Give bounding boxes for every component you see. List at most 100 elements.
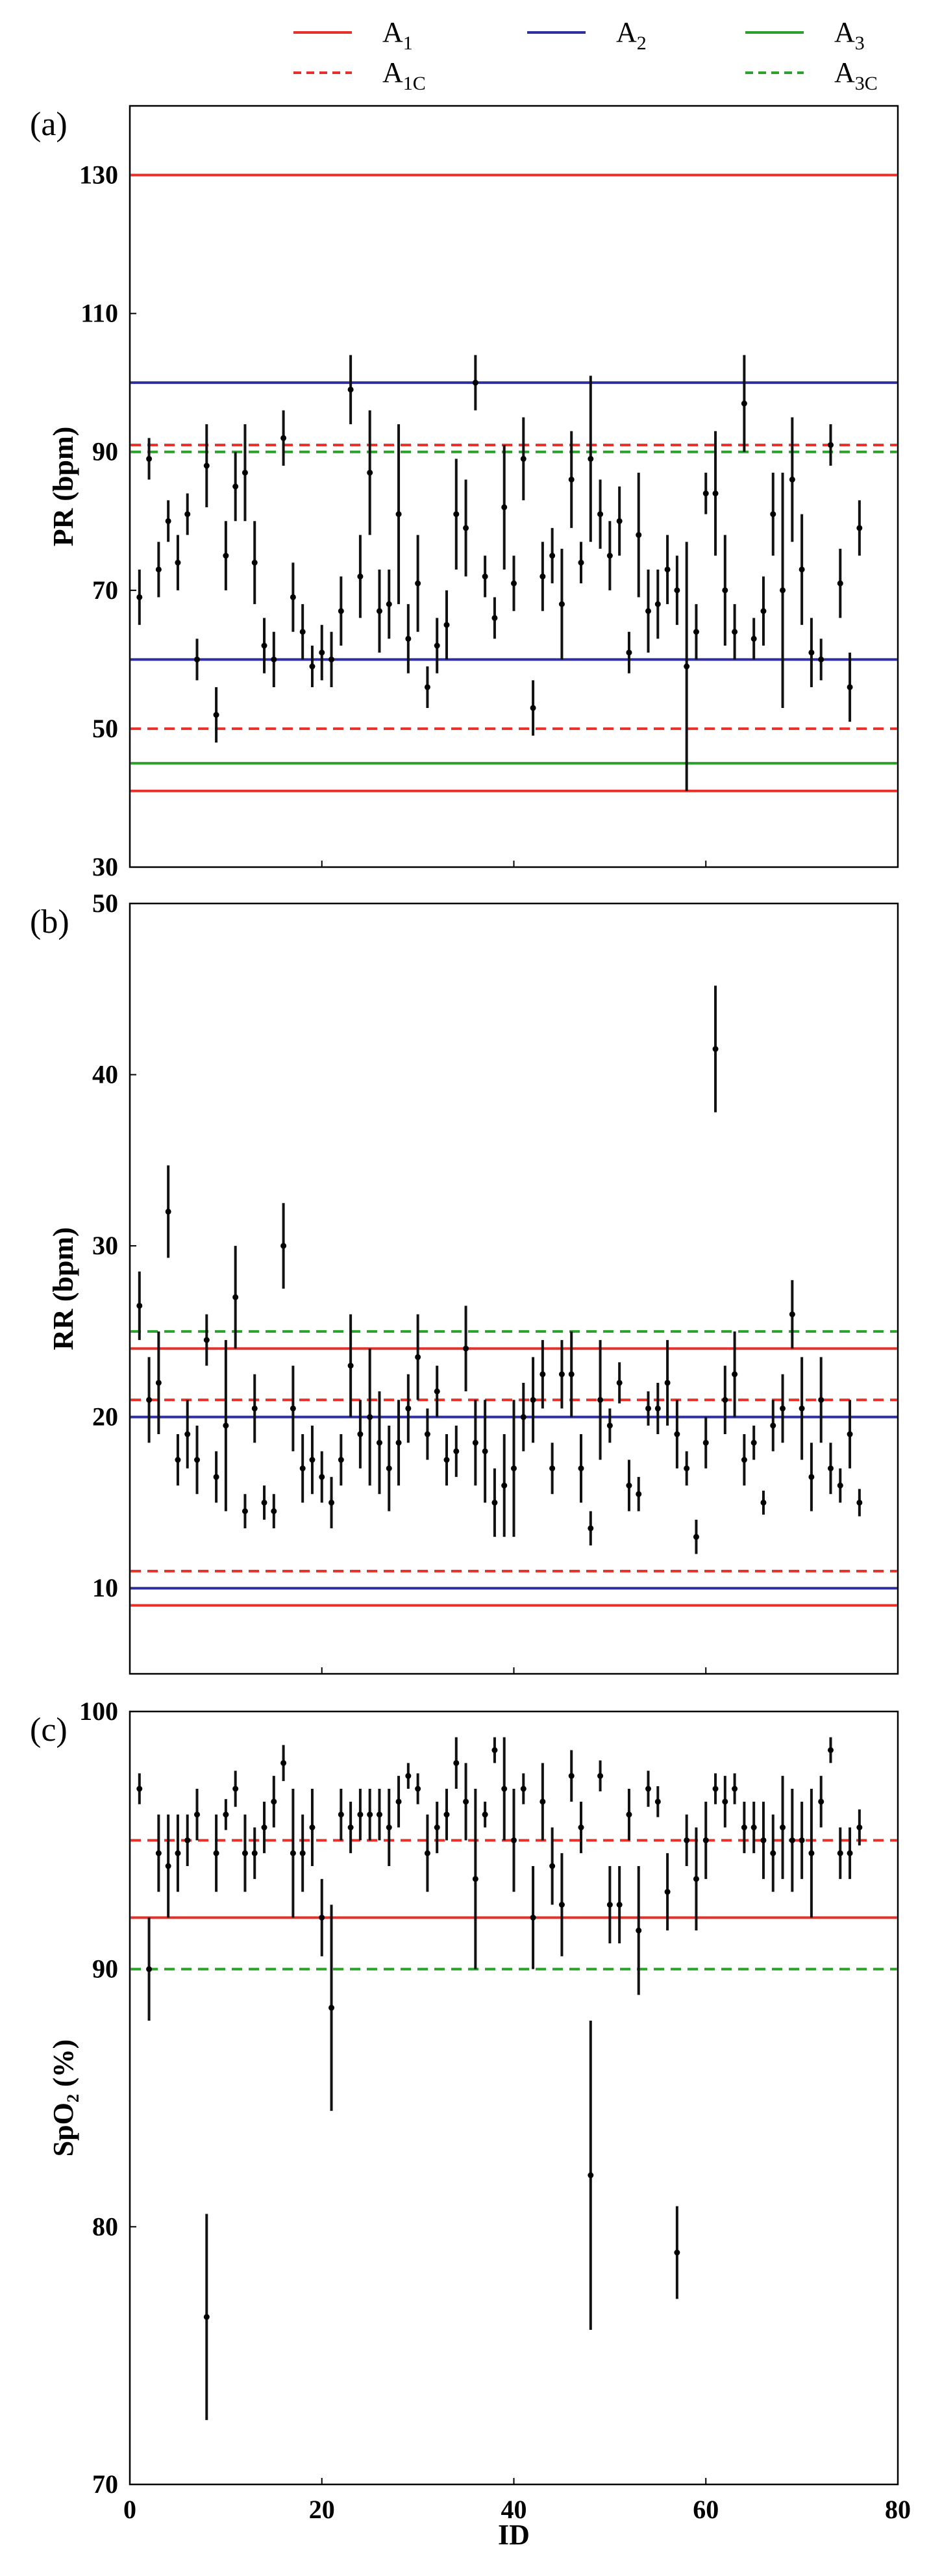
data-point	[271, 1799, 277, 1805]
y-tick-label: 10	[92, 1573, 118, 1602]
legend-label: A1	[382, 16, 413, 54]
data-point	[654, 1799, 661, 1805]
data-point	[443, 1457, 450, 1463]
data-point	[223, 553, 229, 559]
data-point	[722, 1396, 728, 1403]
data-point	[780, 1825, 786, 1830]
data-point	[453, 1760, 460, 1766]
data-point	[347, 386, 354, 393]
data-point	[616, 1902, 623, 1908]
data-point	[597, 1396, 604, 1403]
data-point	[261, 1825, 267, 1830]
data-point	[558, 1371, 565, 1378]
data-point	[280, 1760, 287, 1766]
data-point	[760, 1499, 767, 1506]
data-point	[770, 511, 776, 518]
data-point	[674, 2249, 680, 2256]
data-point	[558, 601, 565, 607]
data-point	[750, 1439, 757, 1446]
data-point	[155, 1850, 162, 1856]
data-point	[405, 1773, 412, 1779]
data-point	[645, 1786, 652, 1792]
data-point	[232, 1294, 239, 1300]
data-point	[626, 1482, 632, 1489]
data-point	[386, 601, 392, 607]
data-point	[606, 1422, 613, 1429]
data-point	[693, 629, 699, 635]
data-point	[251, 559, 258, 566]
data-point	[223, 1422, 229, 1429]
data-point	[463, 525, 469, 531]
data-point	[424, 1850, 430, 1856]
data-point	[405, 635, 412, 642]
data-point	[347, 1363, 354, 1369]
data-point	[415, 1786, 421, 1792]
data-point	[664, 1380, 671, 1386]
data-point	[674, 587, 680, 594]
data-point	[539, 574, 546, 580]
legend-subscript: 2	[637, 32, 647, 54]
data-point	[194, 1457, 201, 1463]
data-point	[299, 1465, 306, 1472]
data-point	[261, 642, 267, 649]
data-point	[184, 511, 191, 518]
data-point	[760, 608, 767, 614]
data-point	[511, 580, 517, 587]
data-point	[136, 594, 143, 600]
data-point	[799, 1837, 805, 1843]
panel-a: (a) PR (bpm) 30 50 70 90 110 130	[30, 105, 899, 881]
data-point	[674, 1431, 680, 1437]
data-point	[818, 1396, 824, 1403]
legend-entry: A3C	[745, 57, 878, 94]
data-point	[482, 1448, 488, 1454]
y-tick-label: 30	[92, 852, 118, 881]
data-point	[568, 476, 575, 483]
data-point	[702, 1439, 709, 1446]
data-point	[347, 1825, 354, 1830]
legend: A1 A2 A3 A1C A3C	[293, 16, 878, 94]
data-point	[684, 663, 690, 670]
data-point	[184, 1431, 191, 1437]
data-point	[472, 379, 478, 386]
data-point	[223, 1812, 229, 1818]
data-point	[376, 608, 382, 614]
data-point	[558, 1902, 565, 1908]
data-point	[386, 1465, 392, 1472]
data-point	[837, 1850, 843, 1856]
data-point	[664, 566, 671, 573]
data-point	[636, 1927, 642, 1934]
y-tick-label: 90	[92, 1954, 118, 1984]
data-point	[472, 1876, 478, 1882]
data-point	[290, 1850, 296, 1856]
data-point	[434, 1825, 440, 1830]
data-point	[597, 1773, 604, 1779]
data-point	[549, 1465, 556, 1472]
data-point	[664, 1889, 671, 1895]
data-point	[568, 1371, 575, 1378]
data-point	[588, 1525, 594, 1532]
data-point	[606, 553, 613, 559]
data-point	[482, 574, 488, 580]
data-point	[856, 525, 863, 531]
data-point	[520, 455, 527, 462]
data-point	[626, 1812, 632, 1818]
data-point	[702, 490, 709, 497]
panel-b: (b) RR (bpm) 10 20 30 40 50	[30, 889, 899, 1675]
data-point	[184, 1837, 191, 1843]
data-point	[827, 1465, 834, 1472]
data-point	[501, 1482, 508, 1489]
data-point	[780, 587, 786, 594]
data-point	[290, 1405, 296, 1411]
data-point	[818, 1799, 824, 1805]
data-point	[251, 1405, 258, 1411]
data-point	[261, 1499, 267, 1506]
data-point	[636, 1491, 642, 1497]
data-point	[165, 1863, 171, 1869]
data-point	[175, 1457, 181, 1463]
y-axis-label: PR (bpm)	[47, 427, 79, 547]
data-point	[520, 1414, 527, 1421]
legend-entry: A1C	[293, 57, 426, 94]
data-point	[712, 1786, 719, 1792]
data-point	[606, 1902, 613, 1908]
